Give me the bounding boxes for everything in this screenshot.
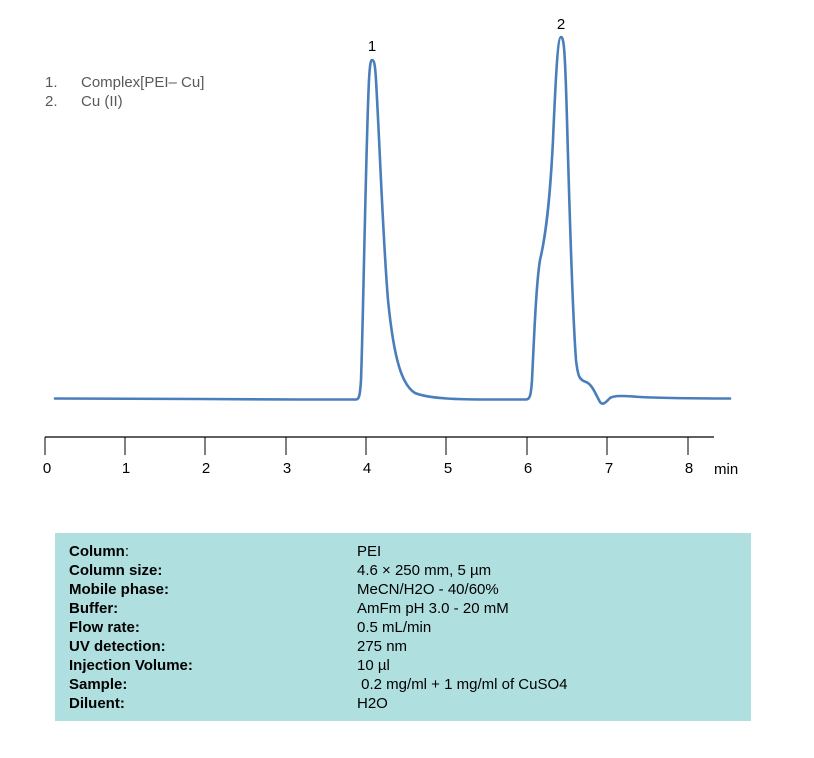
tick-label: 2 xyxy=(202,460,210,477)
condition-value: AmFm pH 3.0 - 20 mM xyxy=(357,600,509,617)
tick-label: 3 xyxy=(283,460,291,477)
chromatogram-chart: 1 2 0 1 2 3 4 5 6 7 8 min xyxy=(43,16,738,478)
condition-row-uv-detection: UV detection: 275 nm xyxy=(69,637,749,656)
peak-1-label: 1 xyxy=(368,38,376,55)
chromatogram-trace xyxy=(53,35,732,405)
x-axis-unit-label: min xyxy=(714,461,738,478)
method-conditions-panel: Column: PEI Column size: 4.6 × 250 mm, 5… xyxy=(55,533,751,721)
condition-row-buffer: Buffer: AmFm pH 3.0 - 20 mM xyxy=(69,599,749,618)
peak-legend: 1. Complex[PEI– Cu] 2. Cu (II) xyxy=(45,73,204,111)
condition-value: H2O xyxy=(357,695,388,712)
condition-value: 0.2 mg/ml + 1 mg/ml of CuSO4 xyxy=(357,676,568,693)
condition-label: Injection Volume: xyxy=(69,657,193,674)
tick-label: 0 xyxy=(43,460,51,477)
condition-value: 0.5 mL/min xyxy=(357,619,432,636)
condition-row-injection-volume: Injection Volume: 10 µl xyxy=(69,656,749,675)
condition-value: 4.6 × 250 mm, 5 µm xyxy=(357,562,492,579)
condition-label: Buffer: xyxy=(69,600,119,617)
condition-row-column: Column: PEI xyxy=(69,542,749,561)
condition-label: Column: xyxy=(69,543,129,560)
x-axis-ticks xyxy=(44,437,689,455)
condition-value: 275 nm xyxy=(357,638,408,655)
condition-label: Flow rate: xyxy=(69,619,140,636)
legend-number: 1. xyxy=(45,74,58,91)
tick-label: 1 xyxy=(122,460,130,477)
condition-value: PEI xyxy=(357,543,382,560)
condition-label: Mobile phase: xyxy=(69,581,170,598)
tick-label: 5 xyxy=(444,460,452,477)
tick-label: 8 xyxy=(685,460,693,477)
condition-row-flow-rate: Flow rate: 0.5 mL/min xyxy=(69,618,749,637)
condition-row-diluent: Diluent: H2O xyxy=(69,694,749,713)
condition-label: Column size: xyxy=(69,562,163,579)
condition-label: Sample: xyxy=(69,676,128,693)
x-axis-tick-labels: 0 1 2 3 4 5 6 7 8 min xyxy=(43,460,738,478)
condition-label: UV detection: xyxy=(69,638,166,655)
legend-item: 1. Complex[PEI– Cu] xyxy=(45,73,204,92)
condition-value: 10 µl xyxy=(357,657,390,674)
condition-row-mobile-phase: Mobile phase: MeCN/H2O - 40/60% xyxy=(69,580,749,599)
legend-label: Complex[PEI– Cu] xyxy=(81,74,205,91)
condition-row-sample: Sample: 0.2 mg/ml + 1 mg/ml of CuSO4 xyxy=(69,675,749,694)
legend-item: 2. Cu (II) xyxy=(45,92,204,111)
condition-label: Diluent: xyxy=(69,695,125,712)
tick-label: 6 xyxy=(524,460,532,477)
legend-number: 2. xyxy=(45,93,58,110)
tick-label: 7 xyxy=(605,460,613,477)
condition-row-column-size: Column size: 4.6 × 250 mm, 5 µm xyxy=(69,561,749,580)
tick-label: 4 xyxy=(363,460,371,477)
peak-2-label: 2 xyxy=(557,16,565,33)
legend-label: Cu (II) xyxy=(81,93,123,110)
condition-value: MeCN/H2O - 40/60% xyxy=(357,581,499,598)
